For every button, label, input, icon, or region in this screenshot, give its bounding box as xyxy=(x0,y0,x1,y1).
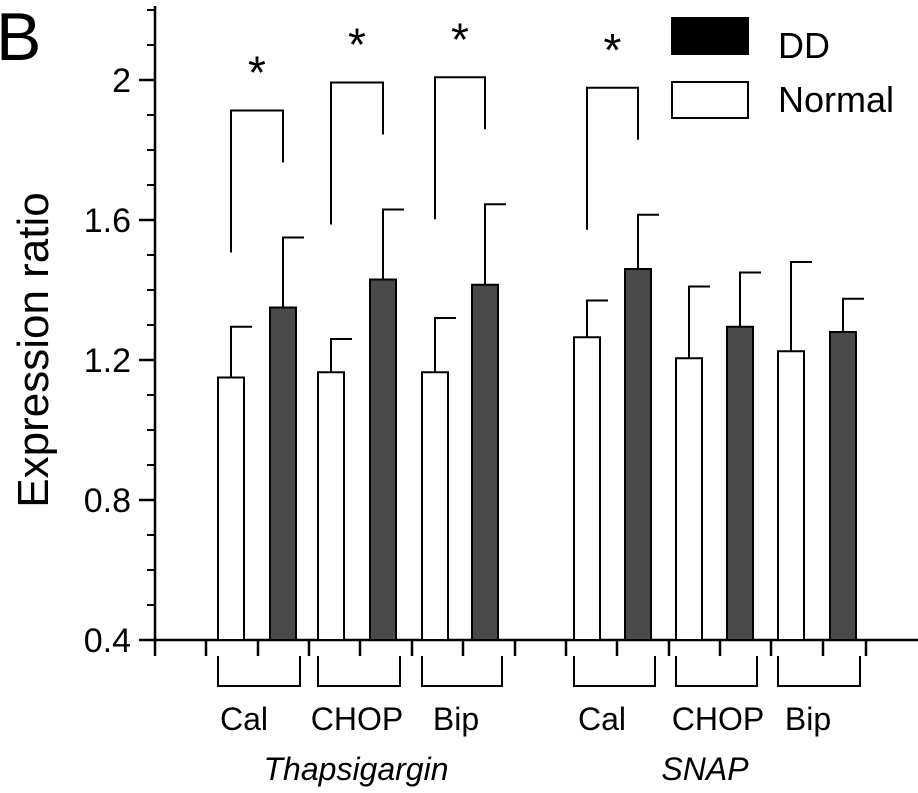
significance-bracket xyxy=(330,81,384,225)
normal-bar xyxy=(573,336,601,641)
category-bracket xyxy=(217,656,301,687)
significance-marker: * xyxy=(604,24,622,76)
group-label: Thapsigargin xyxy=(264,751,449,787)
normal-bar xyxy=(317,371,345,641)
legend-label-dd: DD xyxy=(778,25,830,66)
dd-bar xyxy=(726,325,754,641)
category-bracket xyxy=(675,656,758,687)
y-tick-label: 1.2 xyxy=(84,342,131,380)
dd-bar xyxy=(269,306,297,641)
dd-bar xyxy=(829,331,857,641)
normal-bar xyxy=(777,350,805,641)
category-bracket xyxy=(573,656,656,687)
legend-label-normal: Normal xyxy=(778,79,894,120)
y-axis-label: Expression ratio xyxy=(9,192,58,507)
category-label: Cal xyxy=(578,701,626,737)
y-tick-label: 2 xyxy=(112,62,131,100)
category-bracket xyxy=(421,656,503,687)
category-label: Cal xyxy=(220,701,268,737)
panel-label: B xyxy=(0,0,41,75)
significance-marker: * xyxy=(348,19,366,71)
category-bracket xyxy=(317,656,401,687)
normal-bar xyxy=(675,357,703,641)
legend-swatch-normal xyxy=(671,81,749,119)
significance-bracket xyxy=(586,86,639,230)
dd-bar xyxy=(624,268,652,641)
group-label: SNAP xyxy=(661,751,749,787)
y-tick-label: 0.8 xyxy=(84,482,131,520)
significance-marker: * xyxy=(451,13,469,65)
y-tick-label: 0.4 xyxy=(84,622,131,660)
category-bracket xyxy=(777,656,861,687)
normal-bar xyxy=(421,371,449,641)
dd-bar xyxy=(369,278,397,641)
category-label: CHOP xyxy=(311,701,403,737)
significance-marker: * xyxy=(248,47,266,99)
category-label: CHOP xyxy=(672,701,764,737)
dd-bar xyxy=(471,283,499,641)
significance-bracket xyxy=(434,76,486,220)
category-label: Bip xyxy=(433,701,479,737)
y-tick-label: 1.6 xyxy=(84,202,131,240)
category-label: Bip xyxy=(785,701,831,737)
significance-bracket xyxy=(230,109,284,253)
legend-swatch-dd xyxy=(671,17,749,55)
normal-bar xyxy=(217,376,245,641)
